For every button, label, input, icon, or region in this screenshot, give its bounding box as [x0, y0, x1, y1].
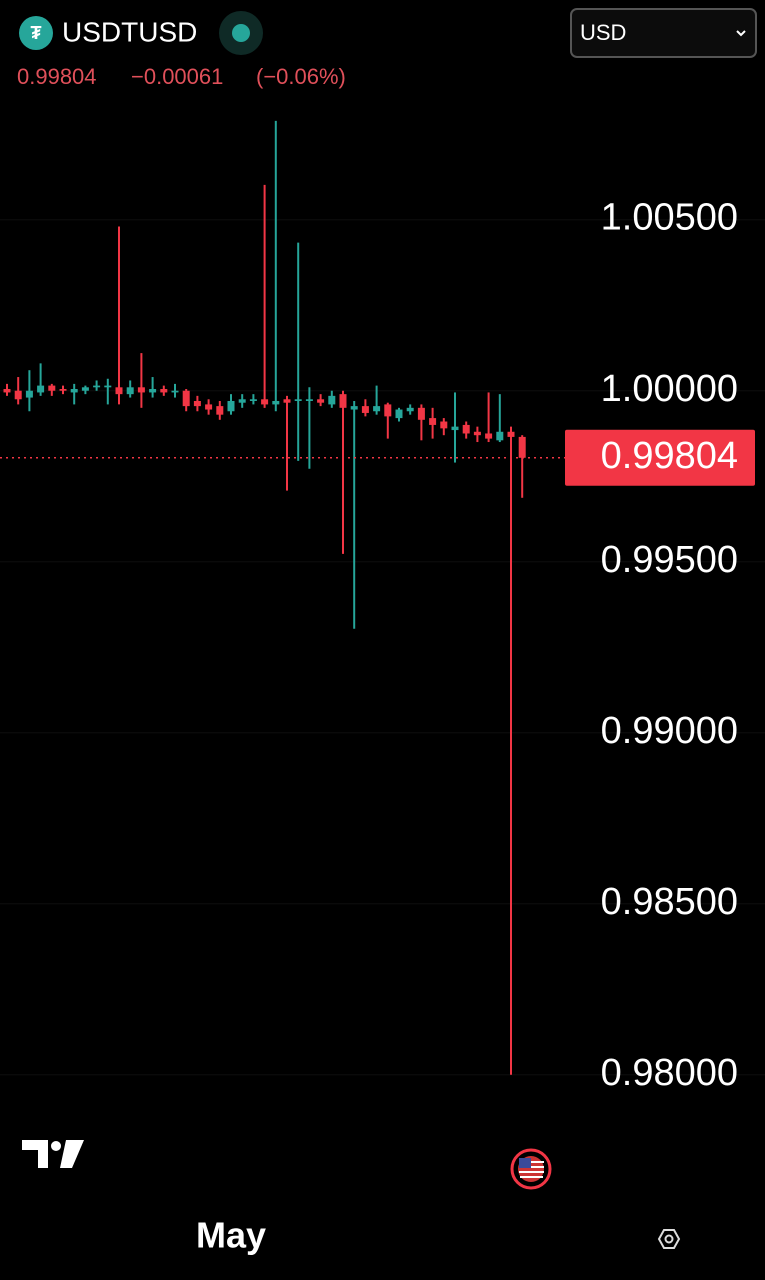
candle-body [440, 421, 448, 429]
candle-body [406, 407, 414, 412]
currency-select[interactable] [570, 8, 757, 58]
x-tick-label: May [196, 1215, 266, 1256]
candle-body [137, 387, 145, 393]
candle-body [205, 404, 213, 410]
candle-body [507, 431, 515, 437]
candle-body [81, 387, 89, 391]
candle-body [496, 431, 504, 441]
candle-body [283, 399, 291, 403]
candle-body [238, 399, 246, 403]
settings-icon-center [664, 1234, 674, 1244]
candle-body [115, 387, 123, 395]
candle-body [216, 406, 224, 415]
candle-body [294, 399, 302, 401]
y-tick-label: 0.99000 [601, 710, 738, 752]
us-flag-stripes [519, 1161, 544, 1178]
candle-body [328, 395, 336, 405]
symbol[interactable]: USDTUSD [62, 16, 197, 47]
candle-body [339, 394, 347, 408]
candle-body [227, 400, 235, 412]
y-tick-label: 1.00000 [601, 368, 738, 410]
candle-body [104, 385, 112, 388]
candle-body [14, 390, 22, 400]
y-tick-label: 0.98500 [601, 881, 738, 923]
tv-logo-t [22, 1140, 48, 1168]
settings-icon[interactable] [657, 1229, 681, 1249]
candle-body [261, 399, 269, 405]
last-price-badge [565, 429, 755, 486]
currency-label: USD [580, 20, 626, 45]
tether-logo [19, 16, 53, 50]
candle-body [70, 389, 78, 393]
tradingview-logo [22, 1140, 84, 1168]
candle-body [37, 385, 45, 393]
tether-logo-glyph: ₮ [31, 23, 42, 43]
tv-logo-dot [51, 1141, 61, 1151]
candle-body [126, 387, 134, 395]
candle-body [48, 385, 56, 391]
change: −0.00061 [131, 64, 223, 89]
candle-body [361, 406, 369, 413]
candle-body [3, 389, 11, 393]
candle-body [373, 406, 381, 412]
candle-body [249, 399, 257, 401]
us-flag-canton [519, 1158, 531, 1168]
candle-body [417, 407, 425, 420]
candle-body [462, 424, 470, 434]
candle-body [182, 390, 190, 407]
event-flag-ring[interactable] [510, 1148, 552, 1190]
candle-body [429, 418, 437, 425]
change-percent: (−0.06%) [256, 64, 346, 89]
candle-body [59, 389, 67, 391]
candle-body [317, 399, 325, 403]
last-price: 0.99804 [17, 64, 97, 89]
y-tick-label: 1.00500 [601, 197, 738, 239]
tv-logo-v [60, 1140, 84, 1168]
candle-body [193, 400, 201, 407]
candle-body [305, 399, 313, 401]
last-price-label: 0.99804 [601, 435, 738, 477]
y-tick-label: 0.98000 [601, 1052, 738, 1094]
candle-body [160, 389, 168, 393]
candle-body [451, 426, 459, 431]
candle-body [25, 390, 33, 398]
status-dot [232, 24, 250, 42]
candle-body [518, 436, 526, 458]
candle-body [395, 409, 403, 419]
candle-body [149, 389, 157, 393]
candle-body [272, 400, 280, 405]
candle-body [171, 390, 179, 393]
plot: 0.98000 0.98500 0.99000 0.99500 1.00000 1.005… [0, 120, 765, 1256]
chevron [736, 30, 746, 37]
candle-body [93, 385, 101, 388]
candle-body [473, 431, 481, 436]
y-tick-label: 0.99500 [601, 539, 738, 581]
candle-body [384, 404, 392, 417]
candle-body [485, 433, 493, 439]
candle-body [350, 406, 358, 410]
